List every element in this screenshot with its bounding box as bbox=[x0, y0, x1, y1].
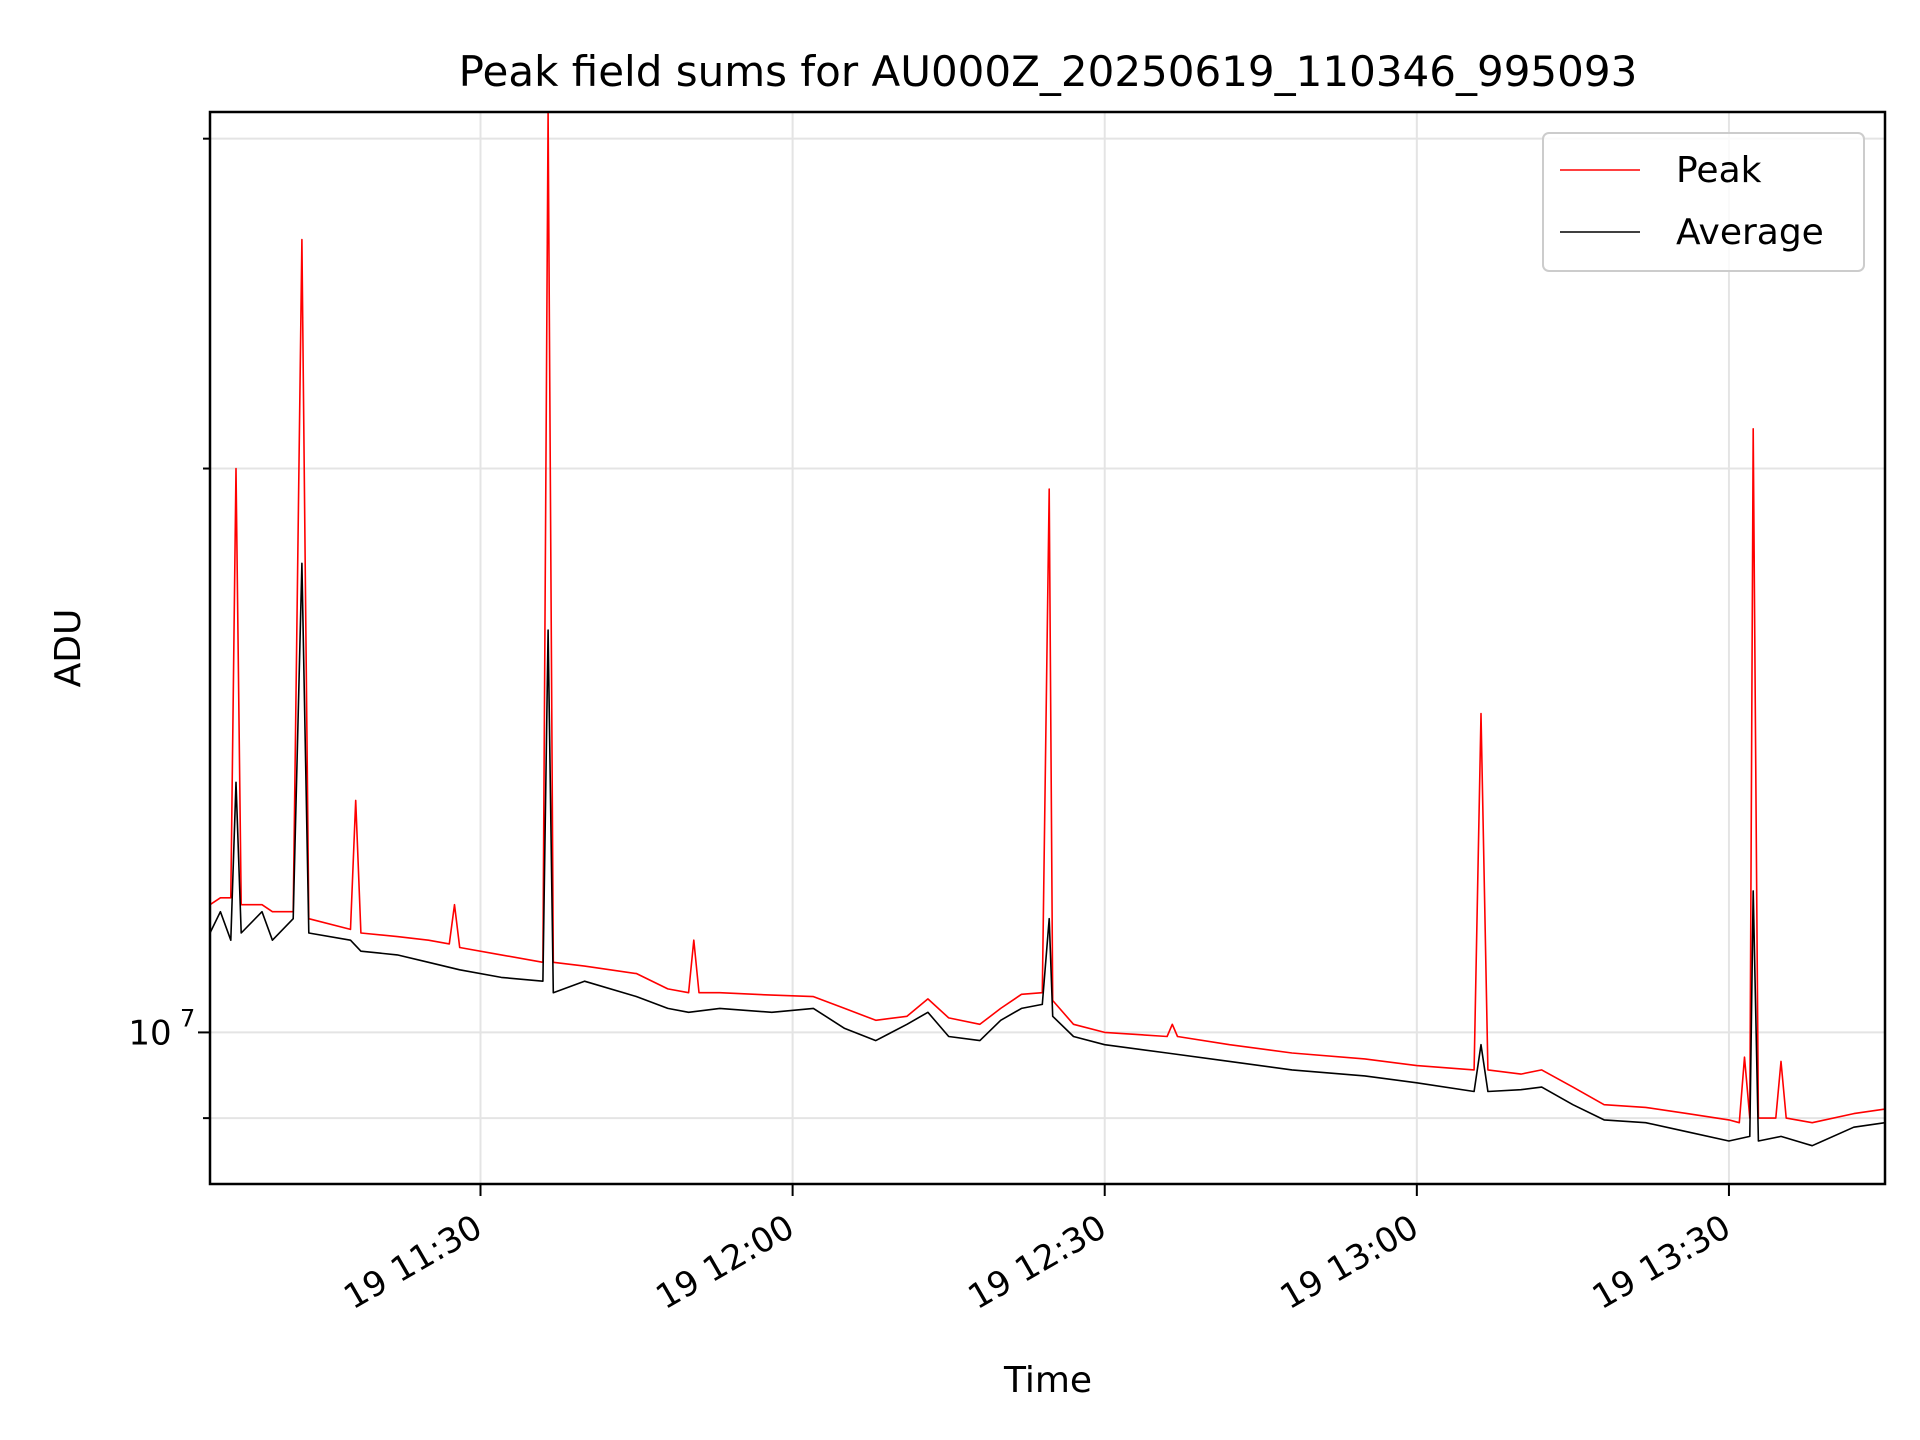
x-axis-label: Time bbox=[1003, 1360, 1092, 1401]
legend: Peak Average bbox=[1542, 132, 1865, 272]
legend-label-peak: Peak bbox=[1676, 150, 1762, 191]
chart-title: Peak field sums for AU000Z_20250619_1103… bbox=[459, 47, 1638, 96]
y-axis-ticks: 10 7 bbox=[128, 137, 210, 1120]
legend-label-average: Average bbox=[1676, 212, 1824, 253]
y-axis-label: ADU bbox=[48, 609, 89, 688]
series-lines bbox=[209, 111, 1886, 1147]
y-tick-exponent: 7 bbox=[180, 1004, 195, 1032]
plot-frame bbox=[208, 110, 1887, 1186]
series-line-average bbox=[209, 562, 1886, 1147]
y-tick-label: 10 bbox=[128, 1013, 171, 1053]
legend-box bbox=[1542, 132, 1865, 272]
grid bbox=[210, 112, 1885, 1184]
series-line-peak bbox=[209, 111, 1886, 1124]
